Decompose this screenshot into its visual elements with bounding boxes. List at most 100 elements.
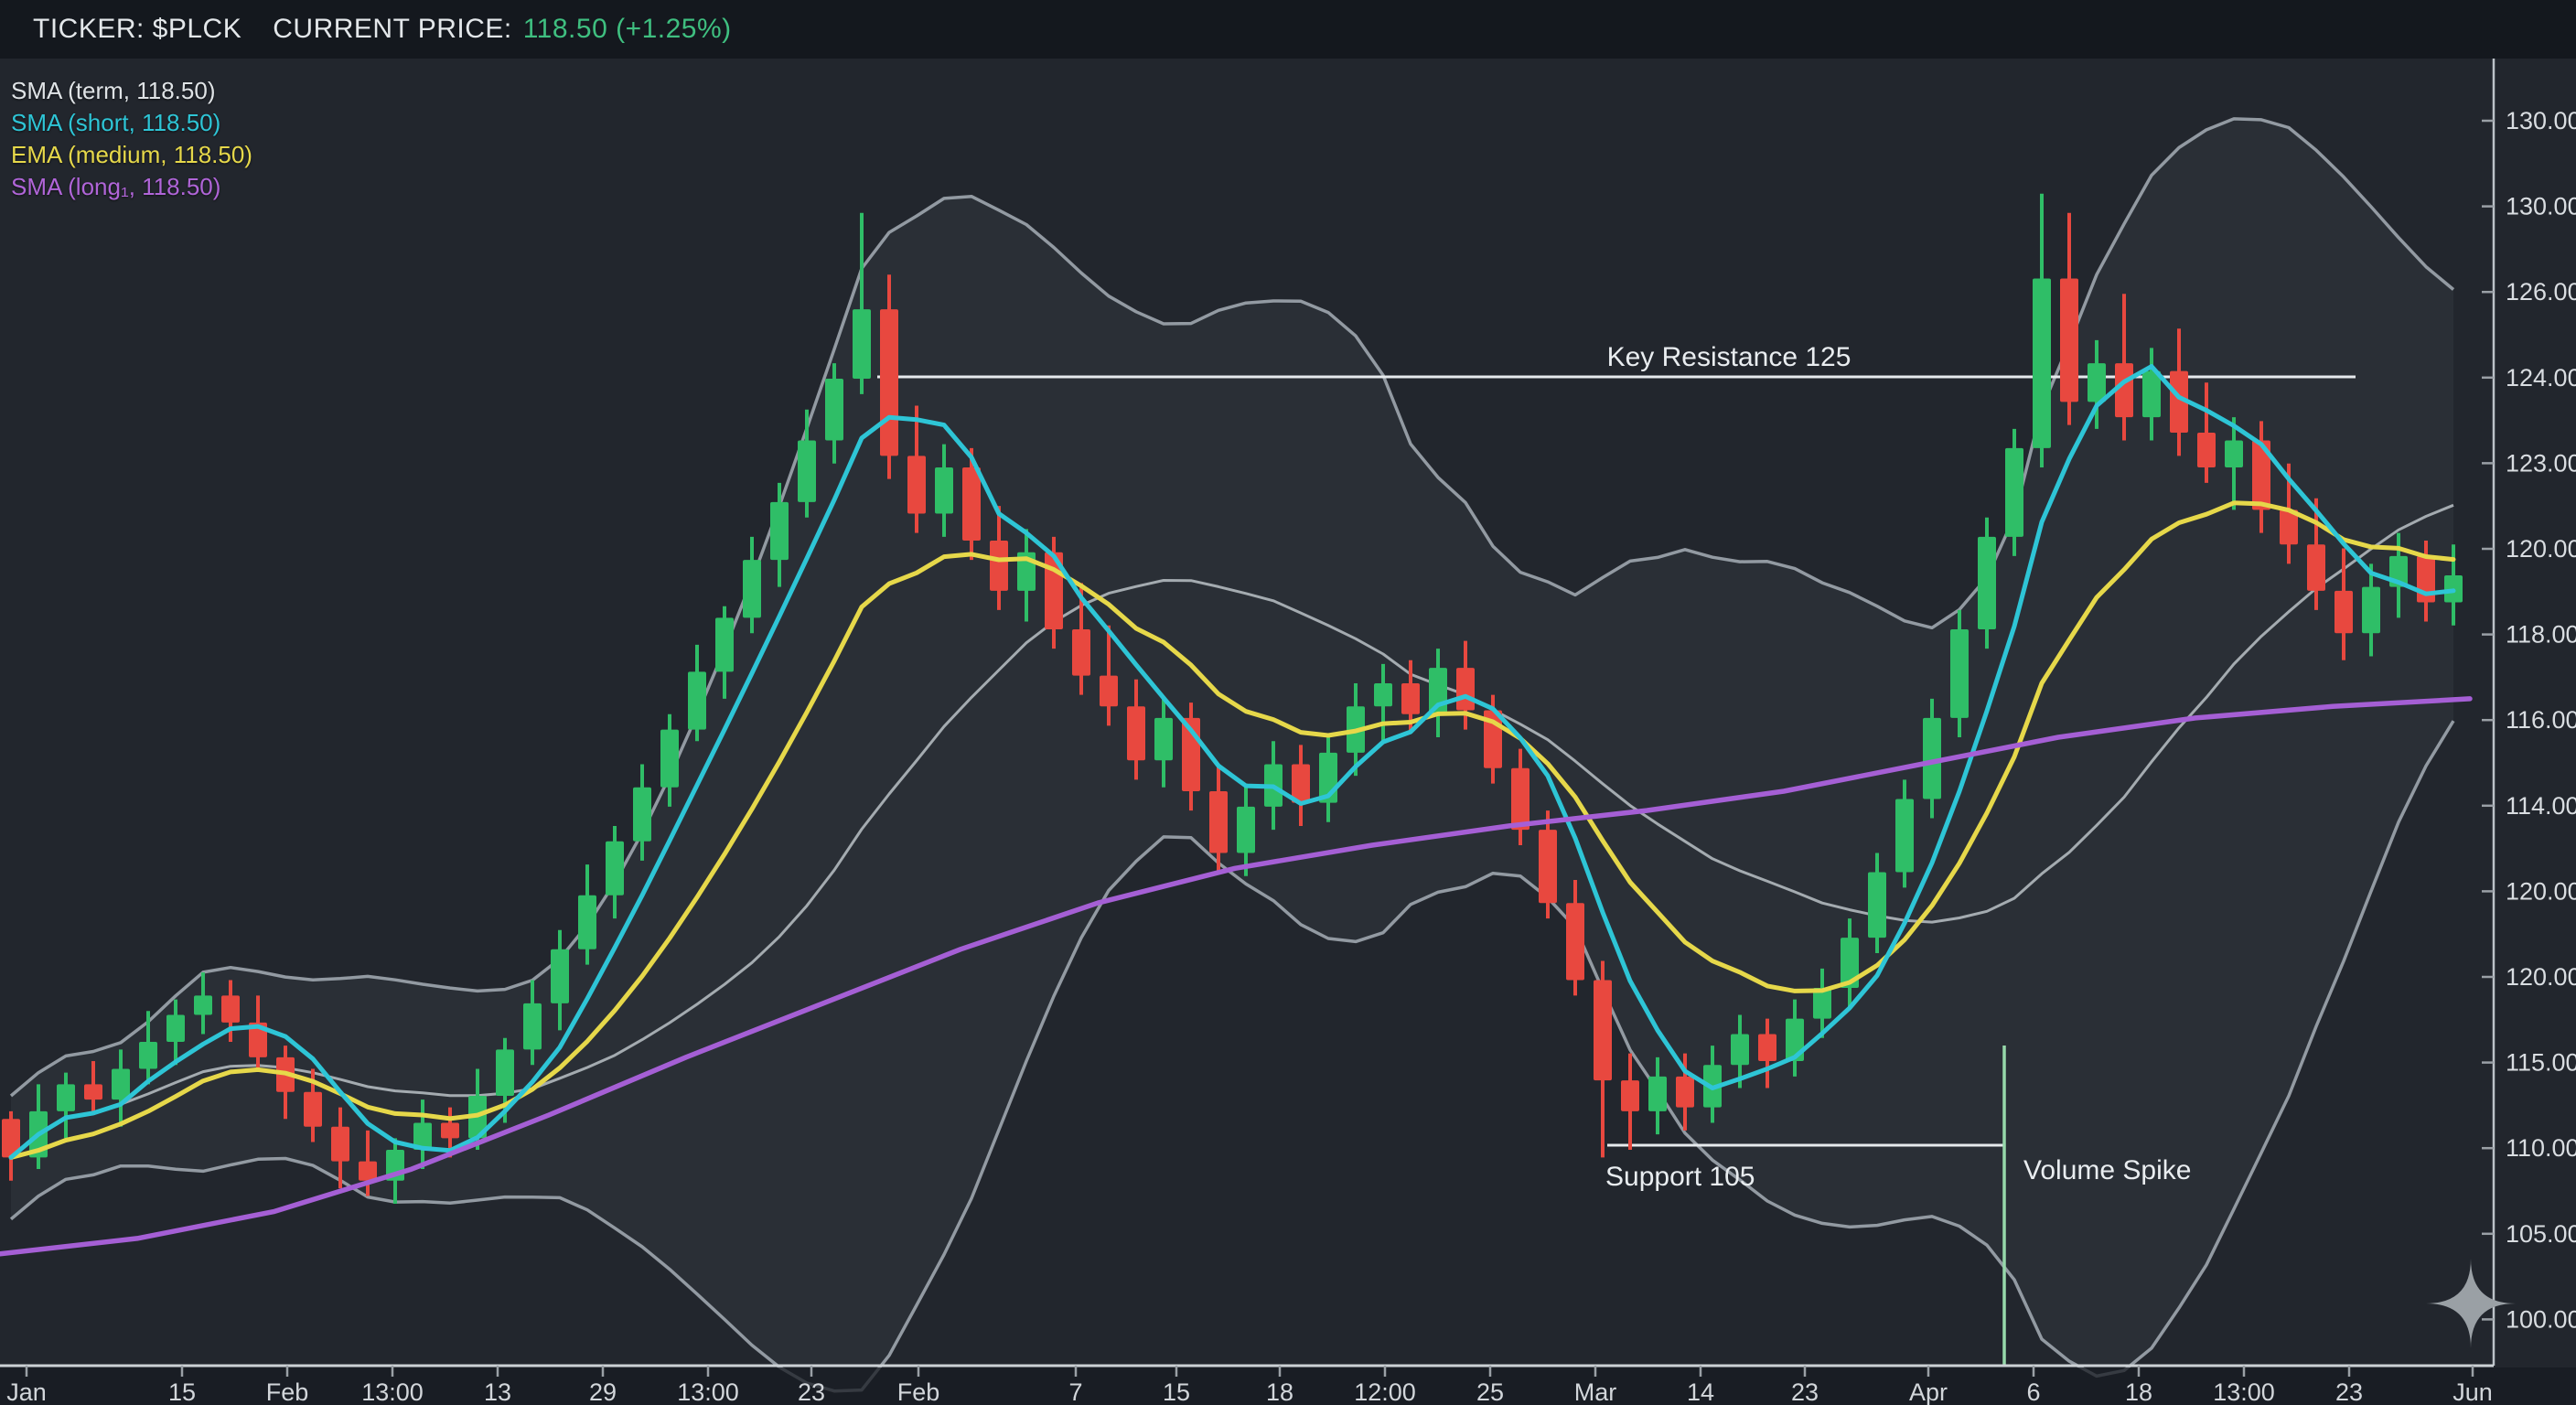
candle-body-up xyxy=(1813,987,1831,1019)
candle-body-down xyxy=(1676,1076,1694,1108)
x-tick-label: 25 xyxy=(1476,1378,1504,1405)
x-axis-strip xyxy=(0,1367,2576,1405)
candle-body-up xyxy=(578,895,596,949)
candle-body-up xyxy=(112,1068,130,1100)
x-tick-label: Feb xyxy=(897,1378,940,1405)
candle-body-up xyxy=(1154,717,1173,761)
candle-body-up xyxy=(770,501,789,561)
candle-body-down xyxy=(880,309,898,456)
y-tick-label: 120.00 xyxy=(2506,877,2576,905)
candle-body-down xyxy=(1456,668,1475,711)
candle-body-down xyxy=(1401,682,1420,714)
candle-body-down xyxy=(2307,544,2325,591)
x-tick-label: 23 xyxy=(2335,1378,2363,1405)
candle-body-up xyxy=(1648,1076,1667,1111)
candle-body-up xyxy=(1868,872,1886,938)
candle-body-up xyxy=(2142,370,2161,418)
candle-body-up xyxy=(715,617,734,672)
candle-body-up xyxy=(825,379,843,441)
candle-body-down xyxy=(331,1126,349,1162)
candle-body-down xyxy=(359,1161,377,1181)
candle-body-down xyxy=(990,541,1008,591)
volume-spike-label: Volume Spike xyxy=(2023,1155,2191,1185)
x-tick-label: Mar xyxy=(1574,1378,1617,1405)
candle-body-down xyxy=(1594,980,1612,1081)
candle-body-down xyxy=(1292,764,1310,803)
candle-body-up xyxy=(1950,628,1969,718)
x-tick-label: 18 xyxy=(1266,1378,1293,1405)
candle-body-up xyxy=(1374,682,1392,707)
legend-item-3[interactable]: SMA (long₁, 118.50) xyxy=(11,173,221,200)
legend-item-0[interactable]: SMA (term, 118.50) xyxy=(11,77,216,104)
candle-body-down xyxy=(1758,1034,1776,1062)
candle-body-down xyxy=(1539,830,1557,904)
y-tick-label: 123.00 xyxy=(2506,449,2576,477)
bollinger-lower-line xyxy=(9,720,2455,1393)
x-tick-label: 23 xyxy=(798,1378,825,1405)
candle-body-up xyxy=(413,1122,432,1150)
candle-body-down xyxy=(1209,791,1228,853)
candle-body-up xyxy=(660,729,679,788)
x-tick-label: 6 xyxy=(2026,1378,2040,1405)
candle-body-down xyxy=(1511,767,1530,831)
x-tick-label: 7 xyxy=(1068,1378,1082,1405)
x-tick-label: Jun xyxy=(2453,1378,2493,1405)
candle-body-up xyxy=(688,671,706,730)
y-tick-label: 115.00 xyxy=(2506,1049,2576,1077)
candle-body-up xyxy=(139,1041,157,1069)
x-tick-label: Feb xyxy=(266,1378,309,1405)
annotation-labels: Key Resistance 125 Support 105 Volume Spik… xyxy=(1605,342,2191,1192)
header-bar: TICKER: $PLCK CURRENT PRICE: 118.50 (+1.… xyxy=(0,0,2576,59)
candle-body-down xyxy=(221,995,240,1023)
candle-body-up xyxy=(2033,278,2051,448)
candle-body-down xyxy=(1621,1080,1639,1111)
legend-item-1[interactable]: SMA (short, 118.50) xyxy=(11,109,221,136)
ema-medium-line xyxy=(8,500,2456,1160)
candle-body-up xyxy=(935,467,953,514)
support-label: Support 105 xyxy=(1605,1162,1755,1192)
y-tick-label: 120.00 xyxy=(2506,535,2576,563)
candle-body-up xyxy=(57,1084,75,1111)
candle-body-down xyxy=(2334,590,2353,634)
candle-body-up xyxy=(1731,1034,1749,1066)
candle-body-down xyxy=(2170,370,2188,434)
candle-body-up xyxy=(2088,363,2106,402)
candle-body-down xyxy=(962,467,981,542)
y-tick-label: 130.00 xyxy=(2506,193,2576,220)
y-tick-label: 124.00 xyxy=(2506,364,2576,391)
y-tick-label: 105.00 xyxy=(2506,1220,2576,1248)
candle-body-down xyxy=(2,1119,20,1158)
sma-term-line xyxy=(10,503,2454,1159)
axes: 130.00 130.00 126.00 124.00 123.00 120.00 118.… xyxy=(0,50,2576,1405)
x-tick-label: 18 xyxy=(2125,1378,2152,1405)
candle-body-up xyxy=(1923,717,1941,799)
x-tick-label: 15 xyxy=(168,1378,196,1405)
legend-item-2[interactable]: EMA (medium, 118.50) xyxy=(11,141,252,168)
x-tick-label: 13 xyxy=(484,1378,511,1405)
candle-body-up xyxy=(194,995,212,1015)
candle-body-up xyxy=(2005,447,2023,537)
x-tick-label: 13:00 xyxy=(361,1378,424,1405)
y-tick-label: 114.00 xyxy=(2506,792,2576,820)
candle-body-up xyxy=(166,1014,185,1042)
candle-body-down xyxy=(84,1084,102,1100)
candle-body-down xyxy=(2280,509,2298,545)
candle-body-up xyxy=(496,1049,514,1096)
sma-long-line xyxy=(0,696,2473,1257)
candle-body-up xyxy=(1841,938,1859,988)
x-tick-label: 13:00 xyxy=(2213,1378,2275,1405)
candle-body-up xyxy=(633,787,651,842)
candle-body-down xyxy=(1072,628,1090,676)
candle-body-up xyxy=(523,1003,542,1050)
candle-body-down xyxy=(441,1122,459,1139)
sma-short-line xyxy=(8,364,2456,1160)
candle-body-up xyxy=(853,309,871,380)
resistance-label: Key Resistance 125 xyxy=(1607,342,1852,372)
candle-body-up xyxy=(2362,586,2380,634)
candle-body-up xyxy=(1978,536,1996,629)
ticker-label: TICKER: $PLCK xyxy=(33,14,242,44)
x-tick-label: 13:00 xyxy=(677,1378,739,1405)
candle-body-down xyxy=(249,1022,267,1057)
